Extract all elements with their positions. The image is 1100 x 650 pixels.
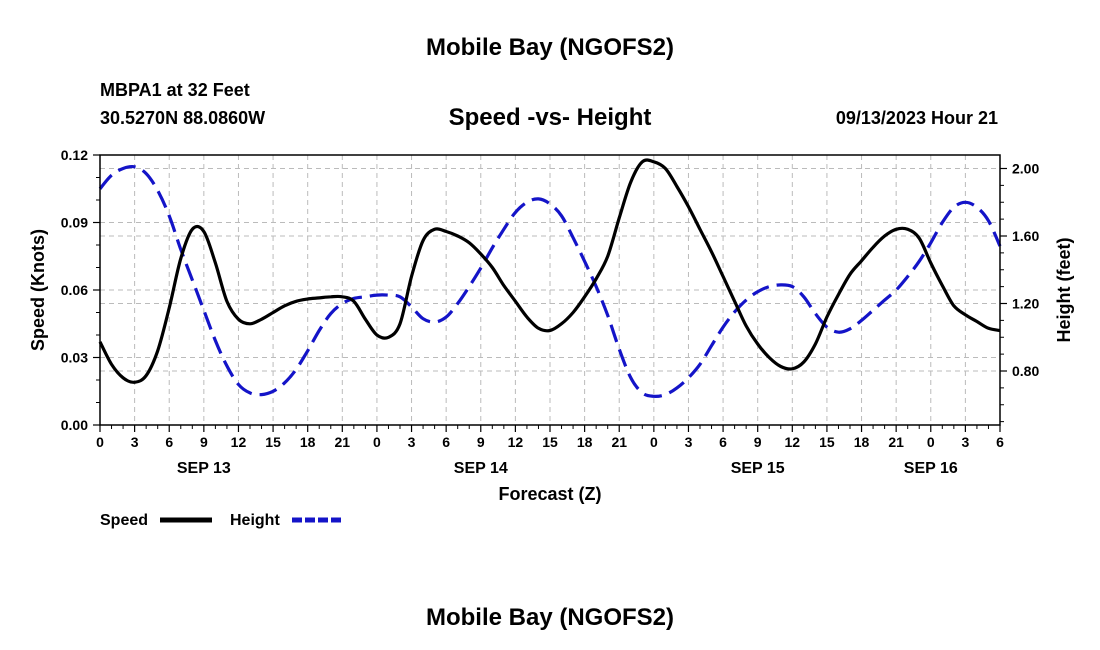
legend-speed-label: Speed xyxy=(100,512,148,529)
y-left-tick-label: 0.06 xyxy=(61,282,88,298)
x-tick-label: 3 xyxy=(131,434,139,450)
date-label: SEP 14 xyxy=(454,460,508,477)
height-line xyxy=(98,164,1002,398)
x-tick-label: 6 xyxy=(165,434,173,450)
chart-title: Speed -vs- Height xyxy=(449,104,652,131)
y-right-tick-label: 2.00 xyxy=(1012,161,1039,177)
x-tick-label: 3 xyxy=(685,434,693,450)
y-right-tick-label: 0.80 xyxy=(1012,363,1039,379)
y-left-tick-label: 0.00 xyxy=(61,417,88,433)
x-tick-label: 3 xyxy=(961,434,969,450)
date-label: SEP 13 xyxy=(177,460,231,477)
x-tick-label: 15 xyxy=(819,434,835,450)
speed-line xyxy=(98,158,1001,384)
x-tick-label: 9 xyxy=(754,434,762,450)
y-axis-left-label: Speed (Knots) xyxy=(28,229,48,351)
axes: 0 3 6 9 12 15 18 21 0 3 6 9 12 15 18 21 0 3 6 9 12 15 18 21 0 3 6S… xyxy=(61,147,1040,477)
x-tick-label: 6 xyxy=(719,434,727,450)
page-title: Mobile Bay (NGOFS2) xyxy=(426,34,674,61)
x-tick-label: 18 xyxy=(577,434,593,450)
x-tick-label: 15 xyxy=(542,434,558,450)
speed-series xyxy=(98,158,1001,384)
date-label: SEP 16 xyxy=(904,460,958,477)
x-tick-label: 21 xyxy=(611,434,627,450)
y-left-tick-label: 0.12 xyxy=(61,147,88,163)
x-tick-label: 0 xyxy=(96,434,104,450)
y-axis-right-label: Height (feet) xyxy=(1054,238,1074,343)
legend-height-label: Height xyxy=(230,512,280,529)
footer-title: Mobile Bay (NGOFS2) xyxy=(426,604,674,631)
x-tick-label: 0 xyxy=(927,434,935,450)
x-tick-label: 9 xyxy=(200,434,208,450)
x-tick-label: 6 xyxy=(442,434,450,450)
x-tick-label: 6 xyxy=(996,434,1004,450)
height-series xyxy=(98,164,1002,398)
date-label: SEP 15 xyxy=(731,460,785,477)
station-name: MBPA1 at 32 Feet xyxy=(100,80,250,100)
x-tick-label: 12 xyxy=(785,434,801,450)
x-tick-label: 18 xyxy=(854,434,870,450)
y-left-tick-label: 0.09 xyxy=(61,215,88,231)
station-coordinates: 30.5270N 88.0860W xyxy=(100,108,265,128)
x-tick-label: 21 xyxy=(335,434,351,450)
x-tick-label: 0 xyxy=(373,434,381,450)
x-tick-label: 3 xyxy=(408,434,416,450)
x-tick-label: 9 xyxy=(477,434,485,450)
legend: Speed Height xyxy=(100,512,342,529)
x-tick-label: 21 xyxy=(888,434,904,450)
y-right-tick-label: 1.60 xyxy=(1012,228,1039,244)
x-tick-label: 15 xyxy=(265,434,281,450)
grid-lines xyxy=(100,155,1000,425)
y-left-tick-label: 0.03 xyxy=(61,350,88,366)
forecast-timestamp: 09/13/2023 Hour 21 xyxy=(836,108,998,128)
x-tick-label: 18 xyxy=(300,434,316,450)
x-axis-label: Forecast (Z) xyxy=(498,484,601,504)
x-tick-label: 0 xyxy=(650,434,658,450)
x-tick-label: 12 xyxy=(508,434,524,450)
x-tick-label: 12 xyxy=(231,434,247,450)
y-right-tick-label: 1.20 xyxy=(1012,296,1039,312)
